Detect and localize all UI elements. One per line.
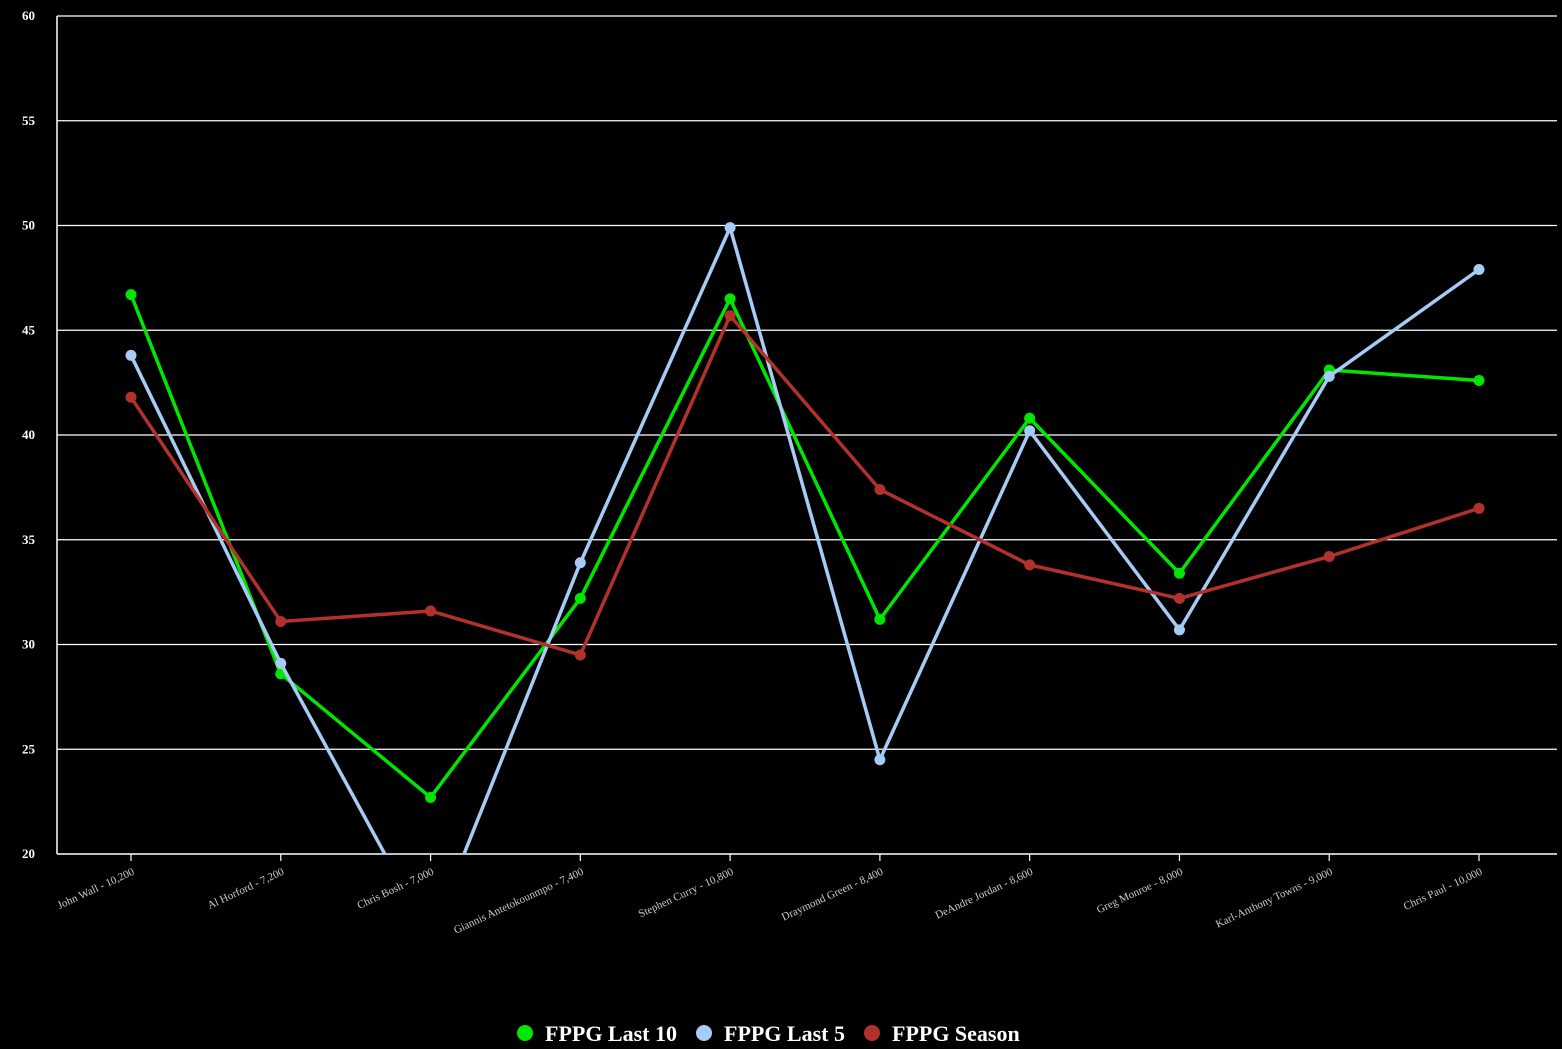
legend-marker: [696, 1025, 712, 1041]
legend-label: FPPG Last 5: [724, 1021, 845, 1046]
series-line: [129, 293, 1480, 800]
data-point[interactable]: [125, 289, 137, 301]
x-tick-label: Al Horford - 7,200: [206, 866, 287, 912]
data-point[interactable]: [1473, 263, 1485, 275]
data-point[interactable]: [425, 791, 437, 803]
x-tick-label: Giannis Antetokounmpo - 7,400: [452, 866, 586, 937]
data-point[interactable]: [724, 222, 736, 234]
legend: FPPG Last 10 FPPG Last 5 FPPG Season: [517, 1021, 1020, 1046]
data-point[interactable]: [574, 592, 586, 604]
y-tick-label: 55: [22, 113, 36, 128]
legend-item[interactable]: FPPG Last 10: [517, 1021, 677, 1046]
data-point[interactable]: [125, 391, 137, 403]
data-point[interactable]: [1473, 375, 1485, 387]
series-3: [125, 310, 1485, 661]
data-point[interactable]: [724, 293, 736, 305]
y-tick-label: 45: [22, 322, 36, 337]
data-point[interactable]: [1024, 412, 1036, 424]
y-tick-label: 30: [22, 637, 35, 652]
data-point[interactable]: [275, 657, 287, 669]
data-point[interactable]: [1173, 592, 1185, 604]
series-line: [129, 313, 1480, 657]
legend-marker: [517, 1025, 533, 1041]
data-point[interactable]: [874, 754, 886, 766]
x-axis-ticks: John Wall - 10,200 Al Horford - 7,200 Chri…: [56, 854, 1485, 937]
grid-lines: [57, 15, 1557, 750]
x-tick-label: DeAndre Jordan - 8,600: [934, 866, 1036, 922]
y-tick-label: 20: [22, 846, 35, 861]
axes: [56, 16, 1557, 855]
data-point[interactable]: [1323, 370, 1335, 382]
data-point[interactable]: [724, 310, 736, 322]
legend-item[interactable]: FPPG Last 5: [696, 1021, 845, 1046]
data-point[interactable]: [1173, 624, 1185, 636]
y-tick-label: 60: [22, 8, 35, 23]
data-point[interactable]: [1323, 551, 1335, 563]
legend-label: FPPG Season: [892, 1021, 1020, 1046]
data-point[interactable]: [125, 349, 137, 361]
data-point[interactable]: [425, 605, 437, 617]
x-tick-label: Karl-Anthony Towns - 9,000: [1214, 866, 1335, 931]
data-point[interactable]: [574, 557, 586, 569]
data-point[interactable]: [1024, 559, 1036, 571]
data-point[interactable]: [1173, 567, 1185, 579]
y-tick-label: 25: [22, 741, 36, 756]
x-tick-label: Stephen Curry - 10,800: [637, 866, 736, 921]
legend-item[interactable]: FPPG Season: [864, 1021, 1020, 1046]
data-point[interactable]: [275, 615, 287, 627]
series-line: [129, 225, 1481, 854]
series-2: [125, 222, 1485, 943]
x-tick-label: Chris Bosh - 7,000: [355, 866, 436, 912]
y-tick-label: 35: [22, 532, 36, 547]
x-tick-label: Greg Monroe - 8,000: [1095, 866, 1185, 917]
y-axis-ticks: 20 25 30 35 40 45 50 55 60: [22, 8, 36, 861]
series-1: [125, 289, 1485, 803]
data-point[interactable]: [425, 932, 436, 943]
data-point[interactable]: [874, 483, 886, 495]
series-group: [125, 222, 1485, 943]
data-point[interactable]: [574, 649, 586, 661]
x-tick-label: Draymond Green - 8,400: [780, 866, 886, 924]
data-point[interactable]: [1473, 502, 1485, 514]
legend-marker: [864, 1025, 880, 1041]
data-point[interactable]: [1024, 425, 1036, 437]
x-tick-label: Chris Paul - 10,000: [1402, 866, 1485, 913]
x-tick-label: John Wall - 10,200: [56, 866, 137, 912]
y-tick-label: 50: [22, 218, 35, 233]
data-point[interactable]: [874, 613, 886, 625]
legend-label: FPPG Last 10: [545, 1021, 677, 1046]
y-tick-label: 40: [22, 427, 35, 442]
